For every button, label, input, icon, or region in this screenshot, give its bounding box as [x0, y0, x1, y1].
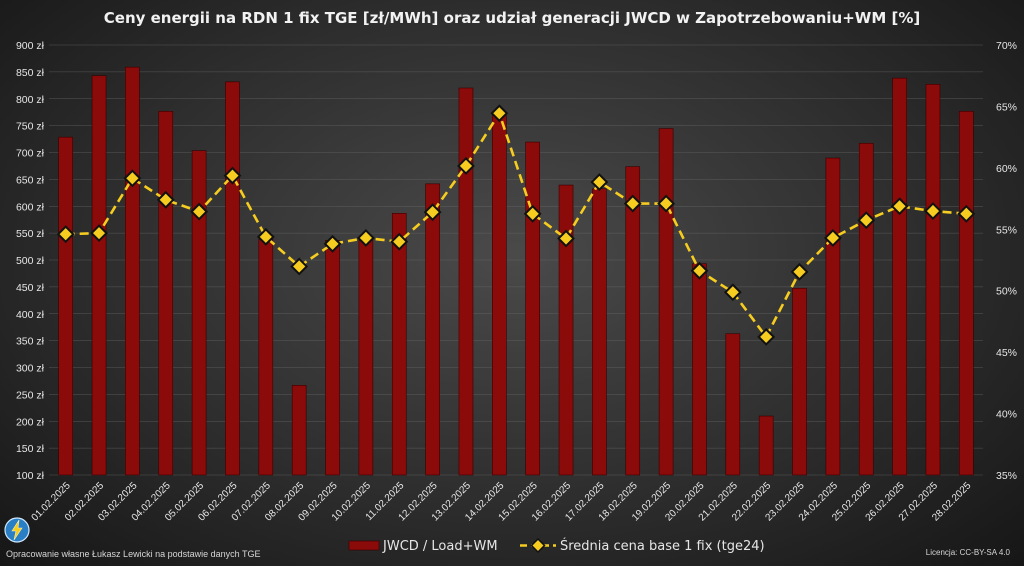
line-marker: [657, 194, 676, 213]
line-marker: [190, 202, 209, 221]
lightning-bolt-icon: [4, 517, 30, 543]
right-tick-label: 35%: [996, 470, 1017, 482]
legend-label-line: Średnia cena base 1 fix (tge24): [560, 538, 765, 554]
bar: [325, 240, 340, 476]
right-tick-label: 55%: [996, 224, 1017, 236]
line-marker: [390, 232, 409, 251]
line-marker: [356, 229, 375, 247]
left-tick-label: 400 zł: [16, 309, 45, 321]
bar: [892, 77, 907, 476]
legend-label-bars: JWCD / Load+WM: [382, 539, 498, 554]
line-marker: [723, 283, 742, 302]
bar-series: [58, 66, 974, 476]
line-marker: [690, 261, 709, 280]
legend: JWCD / Load+WM Średnia cena base 1 fix (t…: [348, 537, 765, 554]
bar: [858, 142, 874, 476]
bar: [391, 213, 407, 476]
left-tick-label: 350 zł: [16, 336, 45, 348]
footer-license: Licencja: CC-BY-SA 4.0: [925, 548, 1010, 557]
line-marker: [623, 194, 642, 213]
bar: [225, 81, 240, 476]
x-axis: 01.02.202502.02.202503.02.202504.02.2025…: [30, 480, 974, 523]
left-tick-label: 100 zł: [16, 470, 45, 482]
left-tick-label: 250 zł: [16, 389, 45, 401]
line-marker: [823, 229, 842, 247]
line-marker: [523, 204, 542, 223]
right-tick-label: 65%: [996, 101, 1017, 113]
left-tick-label: 750 zł: [16, 121, 45, 133]
bar: [425, 183, 440, 476]
bar: [492, 112, 507, 476]
footer-credit: Opracowanie własne Łukasz Lewicki na pod…: [6, 549, 261, 559]
bar: [125, 66, 140, 476]
bar: [625, 166, 641, 476]
bar: [158, 111, 174, 476]
line-marker: [490, 104, 509, 123]
left-tick-label: 500 zł: [16, 255, 45, 267]
line-marker: [123, 169, 142, 188]
legend-swatch-bars: [348, 540, 380, 551]
bar: [191, 150, 207, 476]
bar: [525, 141, 540, 476]
bar: [658, 128, 674, 476]
bar: [692, 263, 707, 476]
bar: [825, 157, 841, 476]
line-marker: [90, 224, 108, 243]
chart-title: Ceny energii na RDN 1 fix TGE [zł/MWh] o…: [103, 9, 921, 27]
line-marker: [890, 197, 909, 216]
bar: [291, 385, 307, 476]
line-series: [56, 104, 976, 346]
bar: [58, 136, 73, 476]
gridlines: [49, 44, 983, 476]
line-marker: [156, 190, 175, 209]
bar: [258, 238, 274, 476]
left-tick-label: 150 zł: [16, 443, 45, 455]
left-tick-label: 550 zł: [16, 228, 45, 240]
line-marker: [924, 202, 942, 221]
line-marker: [290, 257, 309, 276]
left-axis: 100 zł 150 zł 200 zł 250 zł 300 zł 350 zł 400 …: [16, 40, 45, 482]
bar: [458, 87, 474, 476]
bar: [725, 333, 741, 476]
left-tick-label: 650 zł: [16, 174, 45, 186]
line-marker: [256, 227, 275, 246]
right-tick-label: 70%: [996, 40, 1017, 52]
bar: [91, 75, 107, 476]
line-marker: [223, 166, 242, 185]
right-tick-label: 60%: [996, 163, 1017, 175]
bar: [758, 415, 774, 476]
left-tick-label: 450 zł: [16, 282, 45, 294]
bar: [959, 111, 974, 476]
line-marker: [557, 229, 575, 248]
left-tick-label: 700 zł: [16, 148, 45, 160]
right-axis: 35% 40% 45% 50% 55% 60% 65% 70%: [996, 40, 1017, 482]
right-tick-label: 50%: [996, 286, 1017, 298]
left-tick-label: 900 zł: [16, 40, 45, 52]
series-line: [65, 110, 967, 340]
line-marker: [423, 203, 442, 222]
left-tick-label: 850 zł: [16, 67, 45, 79]
line-marker: [323, 234, 342, 253]
right-tick-label: 40%: [996, 409, 1017, 421]
left-tick-label: 600 zł: [16, 201, 45, 213]
left-tick-label: 800 zł: [16, 94, 45, 106]
line-marker: [590, 173, 609, 191]
left-tick-label: 200 zł: [16, 416, 45, 428]
bar: [558, 184, 574, 476]
line-marker: [56, 225, 75, 244]
line-marker: [757, 327, 776, 346]
bar: [925, 84, 941, 476]
line-marker: [790, 262, 809, 281]
line-marker: [457, 157, 475, 175]
left-tick-label: 300 zł: [16, 363, 45, 375]
right-tick-label: 45%: [996, 347, 1017, 359]
bar: [358, 240, 374, 476]
legend-marker: [530, 537, 546, 554]
line-marker: [957, 204, 976, 223]
line-marker: [857, 211, 876, 230]
bar: [792, 287, 807, 476]
bar: [592, 188, 607, 476]
